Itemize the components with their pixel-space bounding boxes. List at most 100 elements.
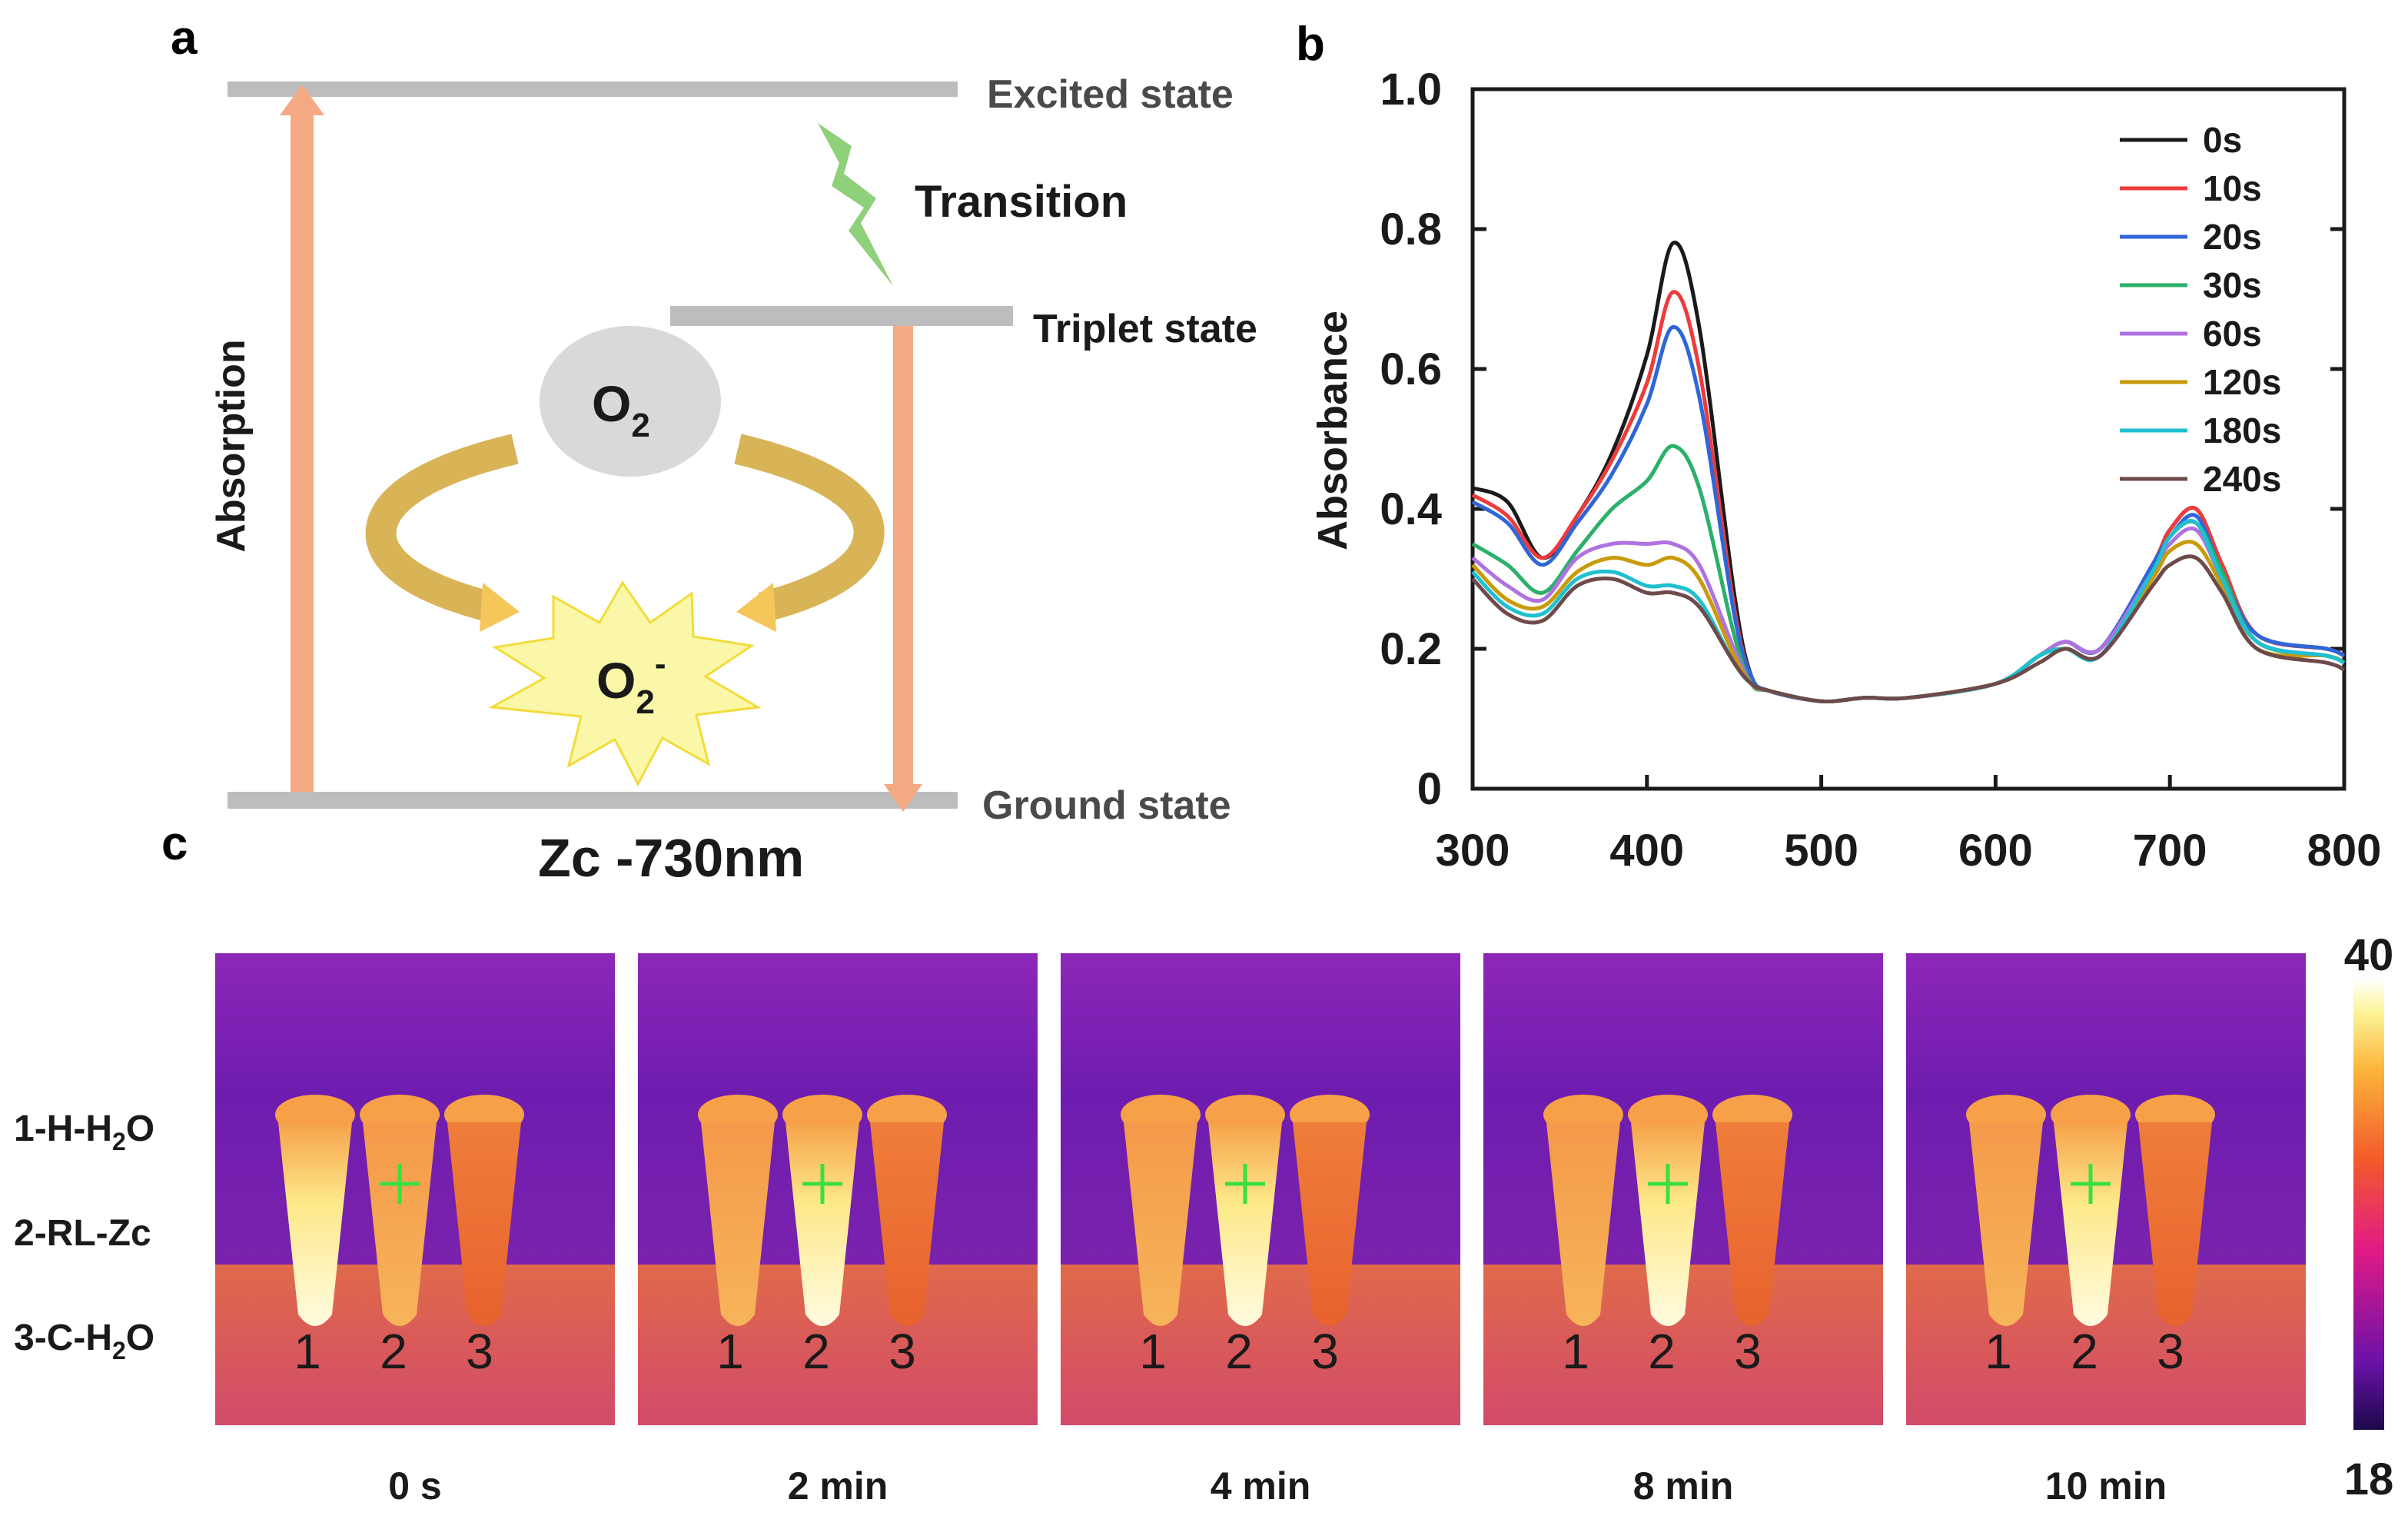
sample-label-1: 1-H-H2O (14, 1109, 154, 1155)
excited-state-level (228, 81, 958, 97)
tube-body (1631, 1122, 1705, 1326)
tube-body (1969, 1122, 2043, 1326)
thermal-image-3: 1 2 3 (1483, 953, 1883, 1425)
tube-body (363, 1122, 437, 1326)
thermal-image-0: 1 2 3 (215, 953, 615, 1425)
x-tick-label: 300 (1436, 826, 1510, 876)
tube-number: 3 (466, 1324, 493, 1379)
legend-label-0s: 0s (2203, 120, 2242, 160)
absorption-arrow-shaft (291, 115, 314, 792)
crosshair-icon (1648, 1164, 1688, 1204)
tube-number: 1 (716, 1324, 744, 1379)
oxygen-ellipse (540, 326, 721, 477)
tube-body (278, 1122, 352, 1326)
tube-body (2138, 1122, 2212, 1326)
cycle-arrow-right (734, 434, 885, 623)
legend-label-60s: 60s (2203, 314, 2262, 354)
tube-body (870, 1122, 944, 1326)
time-label: 2 min (788, 1464, 888, 1507)
y-axis-label: Absorbance (1310, 311, 1356, 550)
sample-label-3: 3-C-H2O (14, 1318, 154, 1364)
x-tick-label: 400 (1609, 826, 1684, 876)
decay-arrow-shaft (893, 326, 913, 784)
triplet-state-label: Triplet state (1033, 307, 1257, 351)
legend-label-10s: 10s (2203, 168, 2262, 208)
y-tick-label: 0.4 (1380, 484, 1442, 534)
tube-body (1208, 1122, 1282, 1326)
panel-a-diagram: Excited state Triplet state Ground state… (209, 72, 1257, 888)
tube-number: 2 (1648, 1324, 1676, 1379)
lightning-bolt-icon (818, 123, 893, 286)
absorbance-chart: 300 400 500 600 700 800 0 0.2 0.4 0.6 0.8 1.0 0s 10s… (1310, 65, 2381, 876)
tube-number: 2 (2071, 1324, 2098, 1379)
tube-number: 3 (2157, 1324, 2184, 1379)
tube-number: 1 (1139, 1324, 1167, 1379)
tube-number: 1 (294, 1324, 321, 1379)
tube-body (447, 1122, 521, 1326)
ground-state-label: Ground state (982, 783, 1231, 828)
tube-number: 1 (1562, 1324, 1589, 1379)
y-tick-label: 0.6 (1380, 344, 1442, 394)
crosshair-icon (802, 1164, 842, 1204)
tube-number: 3 (1311, 1324, 1339, 1379)
panel-label-b: b (1296, 18, 1325, 71)
tube-number: 2 (802, 1324, 830, 1379)
legend-label-120s: 120s (2203, 362, 2281, 402)
time-label: 10 min (2045, 1464, 2167, 1507)
excited-state-label: Excited state (987, 72, 1234, 117)
colorbar-max-label: 40 (2344, 930, 2394, 980)
tube-body (2054, 1122, 2127, 1326)
x-tick-label: 500 (1784, 826, 1858, 876)
oxygen-label: O2 (592, 375, 650, 444)
tube-body (1546, 1122, 1620, 1326)
time-label: 0 s (388, 1464, 442, 1507)
tube-number: 2 (380, 1324, 407, 1379)
compound-label: Zc -730nm (538, 828, 804, 888)
crosshair-icon (2071, 1164, 2111, 1204)
absorption-label: Absorption (209, 339, 254, 552)
tube-body (1293, 1122, 1367, 1326)
y-tick-label: 0.2 (1380, 624, 1442, 674)
tube-number: 3 (888, 1324, 916, 1379)
tube-number: 3 (1734, 1324, 1762, 1379)
tube-number: 1 (1985, 1324, 2012, 1379)
x-tick-label: 600 (1958, 826, 2033, 876)
transition-label: Transition (915, 177, 1128, 227)
colorbar-min-label: 18 (2344, 1454, 2394, 1504)
thermal-image-2: 1 2 3 (1061, 953, 1460, 1425)
ground-state-level (228, 792, 958, 809)
y-tick-label: 1.0 (1380, 65, 1442, 115)
temperature-colorbar (2353, 979, 2384, 1430)
tube-body (786, 1122, 859, 1326)
triplet-state-level (670, 306, 1013, 326)
x-tick-label: 800 (2307, 826, 2382, 876)
superoxide-label: O2- (596, 645, 666, 721)
legend-label-180s: 180s (2203, 410, 2281, 450)
legend-label-30s: 30s (2203, 265, 2262, 305)
time-label: 8 min (1633, 1464, 1734, 1507)
superoxide-star-icon (488, 580, 762, 787)
series-line-240s (1471, 554, 2346, 704)
cycle-arrow-left (365, 434, 519, 623)
legend-label-20s: 20s (2203, 217, 2262, 257)
panel-c: 1-H-H2O 2-RL-Zc 3-C-H2O 1 2 3 0 s 1 2 3 2 min 1 2… (14, 930, 2393, 1507)
series-line-120s (1471, 540, 2346, 704)
time-label: 4 min (1211, 1464, 1311, 1507)
tube-number: 2 (1225, 1324, 1253, 1379)
absorption-arrow-head (280, 85, 324, 115)
panel-label-c: c (161, 817, 188, 870)
y-tick-label: 0 (1417, 764, 1442, 814)
tube-body (701, 1122, 775, 1326)
legend-label-240s: 240s (2203, 459, 2281, 499)
crosshair-icon (380, 1164, 420, 1204)
chart-frame (1470, 87, 2347, 791)
thermal-image-4: 1 2 3 (1906, 953, 2306, 1425)
sample-label-2: 2-RL-Zc (14, 1213, 151, 1254)
tube-body (1715, 1122, 1789, 1326)
tube-body (1124, 1122, 1197, 1326)
y-tick-label: 0.8 (1380, 204, 1442, 254)
x-tick-label: 700 (2133, 826, 2207, 876)
cycle-arrow-left-head (480, 583, 520, 632)
crosshair-icon (1225, 1164, 1265, 1204)
cycle-arrow-right-head (736, 583, 776, 632)
